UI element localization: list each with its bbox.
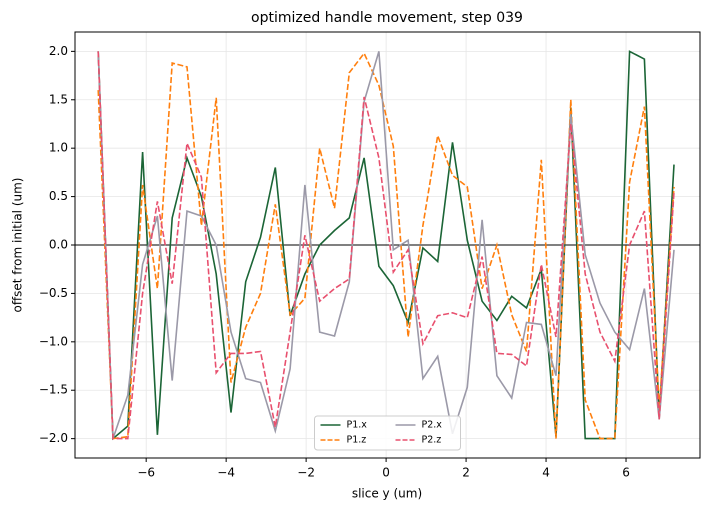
series-line (97, 51, 675, 440)
chart-title: optimized handle movement, step 039 (251, 10, 523, 26)
legend-label: P1.z (347, 435, 367, 446)
y-tick-label: 1.5 (49, 92, 68, 106)
series-line (97, 51, 675, 440)
y-tick-label: −1.5 (39, 383, 68, 397)
legend: P1.x P1.z P2.x P2.z (314, 415, 461, 451)
y-axis-label: offset from initial (um) (11, 178, 25, 313)
legend-label: P2.x (422, 420, 443, 431)
x-tick-label: −2 (297, 466, 315, 480)
legend-box (314, 415, 461, 451)
x-axis-label: slice y (um) (352, 487, 422, 501)
y-tick-label: 1.0 (49, 141, 68, 155)
series-line (97, 50, 675, 441)
plot-frame (74, 31, 701, 459)
legend-label: P2.z (422, 435, 442, 446)
x-tick-label: 4 (542, 466, 550, 480)
y-tick-label: 0.5 (49, 189, 68, 203)
x-tick-label: 2 (462, 466, 470, 480)
legend-label: P1.x (347, 420, 368, 431)
y-tick-label: −0.5 (39, 286, 68, 300)
series-line (97, 51, 675, 439)
x-tick-label: 0 (382, 466, 390, 480)
y-tick-label: 0.0 (49, 238, 68, 252)
x-tick-label: −4 (217, 466, 235, 480)
y-tick-label: −2.0 (39, 431, 68, 445)
y-tick-label: 2.0 (49, 44, 68, 58)
y-tick-label: −1.0 (39, 334, 68, 348)
x-tick-label: −6 (137, 466, 155, 480)
x-tick-label: 6 (622, 466, 630, 480)
